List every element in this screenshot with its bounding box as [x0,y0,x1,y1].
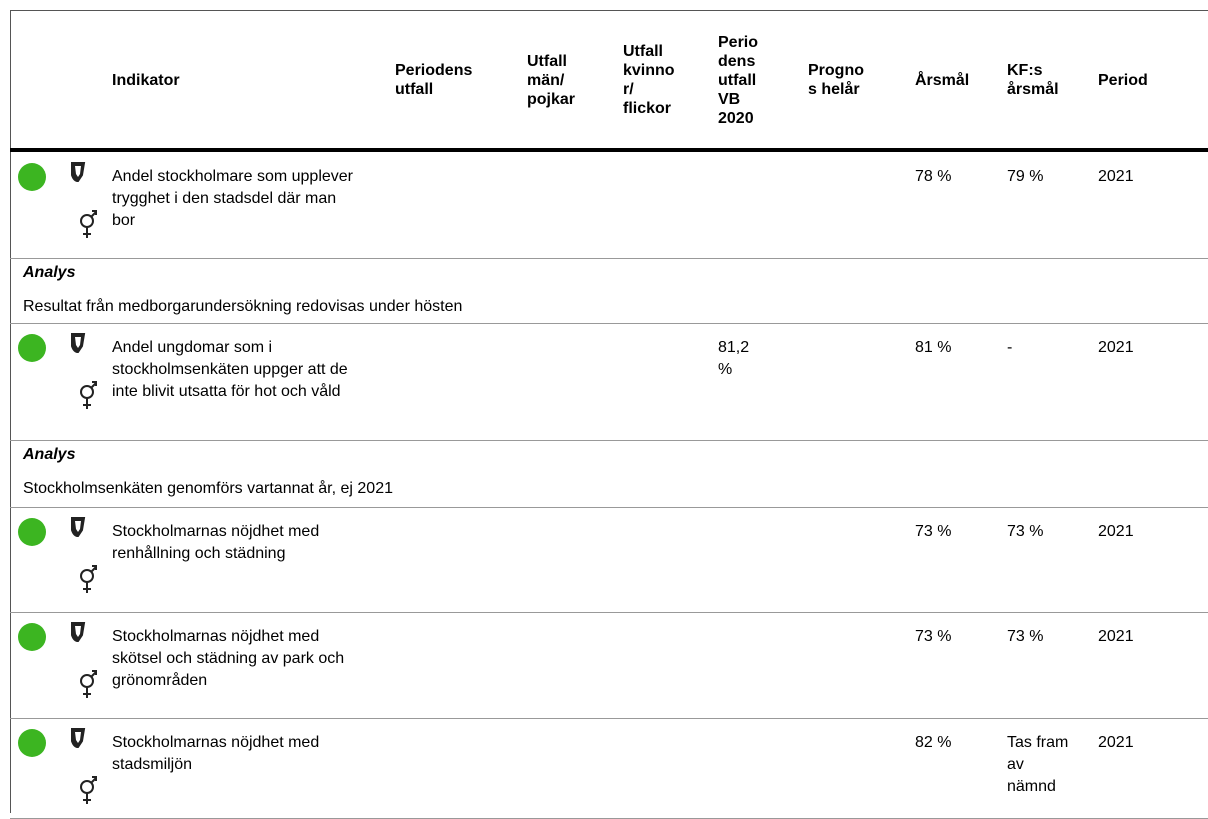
cell-value: 73 % [915,523,952,540]
header-cell: Utfall kvinnor/ flickor [623,43,675,117]
row-icons [18,162,97,238]
header-cell: Prognos helår [808,62,864,98]
status-dot [18,163,46,191]
cell-value: 81,2 % [718,339,750,378]
shield-inner [75,732,81,743]
indicator-name: Stockholmarnas nöjdhet med stadsmiljön [112,734,320,773]
row-separator [10,612,1208,613]
cell-value: - [1007,339,1013,356]
table-frame [10,10,1208,813]
analysis-title: Analys [23,446,76,463]
cell-value: 2021 [1098,523,1134,540]
indicator-name: Stockholmarnas nöjdhet med renhållning o… [112,523,320,562]
cell-value: Tas fram av nämnd [1007,734,1069,795]
header-cell: Periodens utfall [395,62,473,98]
gender-icon [80,381,97,409]
cell-value: 2021 [1098,339,1134,356]
row-separator [10,440,1208,441]
row-icons [18,728,97,804]
indicator-name: Andel ungdomar som i stockholmsenkäten u… [112,339,348,400]
header-cell: Årsmål [915,71,970,89]
header-cell: Period [1098,71,1148,89]
cell-value: 73 % [1007,523,1044,540]
shield-inner [75,521,81,532]
cell-value: 81 % [915,339,952,356]
row-icons [18,517,97,593]
status-dot [18,623,46,651]
status-dot [18,729,46,757]
gender-icon [80,210,97,238]
analysis-text: Stockholmsenkäten genomförs vartannat år… [23,480,393,497]
header-rule [10,148,1208,152]
indicator-name: Stockholmarnas nöjdhet med skötsel och s… [112,628,345,689]
row-separator [10,507,1208,508]
cell-value: 73 % [915,628,952,645]
analysis-text: Resultat från medborgarundersökning redo… [23,298,463,315]
shield-inner [75,337,81,348]
gender-icon [80,565,97,593]
cell-value: 82 % [915,734,952,751]
cell-value: 79 % [1007,168,1044,185]
header-cell: KF:s årsmål [1007,62,1059,98]
cell-value: 2021 [1098,628,1134,645]
row-icons [18,333,97,409]
cell-value: 2021 [1098,168,1134,185]
header-cell: Utfall män/ pojkar [527,52,576,108]
status-dot [18,334,46,362]
analysis-title: Analys [23,264,76,281]
cell-value: 2021 [1098,734,1134,751]
header-cell: Periodens utfall VB 2020 [718,33,759,127]
gender-icon [80,670,97,698]
row-separator [10,323,1208,324]
row-separator [10,718,1208,719]
gender-icon [80,776,97,804]
row-separator [10,258,1208,259]
status-dot [18,518,46,546]
cell-value: 78 % [915,168,952,185]
indicator-name: Andel stockholmare som upplever trygghet… [112,168,354,229]
shield-inner [75,166,81,177]
row-icons [18,622,97,698]
header-cell: Indikator [112,71,180,89]
shield-inner [75,626,81,637]
cell-value: 73 % [1007,628,1044,645]
